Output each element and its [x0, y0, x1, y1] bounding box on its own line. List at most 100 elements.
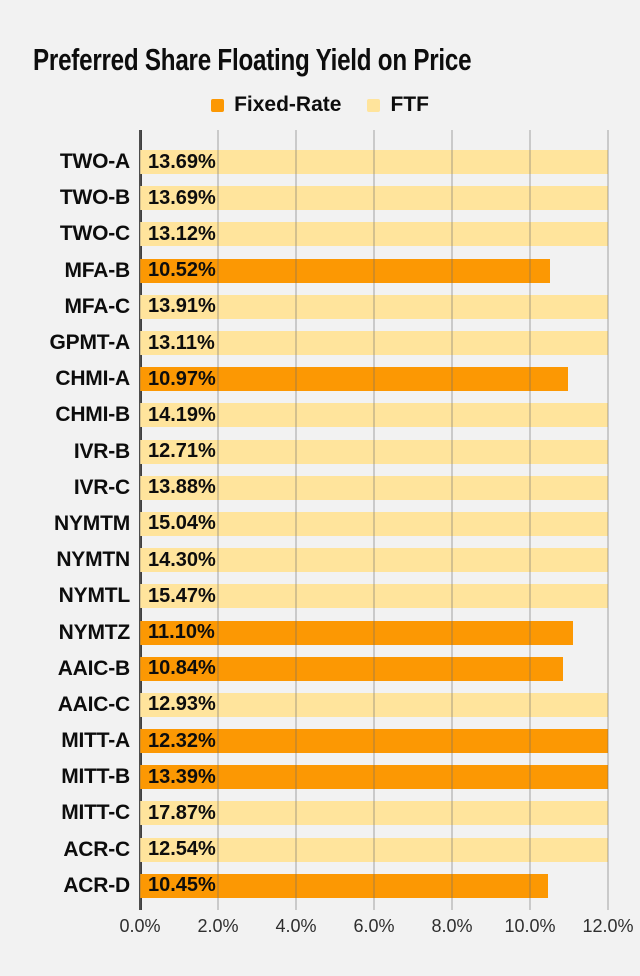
bar-ivr-c[interactable]: 13.88% — [140, 475, 608, 500]
bar-value-label: 15.47% — [148, 584, 216, 607]
bar-chmi-a[interactable]: 10.97% — [140, 367, 568, 392]
bar-zone: 13.39% — [140, 765, 608, 790]
bar-chmi-b[interactable]: 14.19% — [140, 403, 608, 428]
bar-zone: 12.32% — [140, 729, 608, 754]
bar-zone: 15.47% — [140, 584, 608, 609]
x-tick-label-40: 4.0% — [275, 916, 317, 936]
bar-value-label: 12.93% — [148, 693, 216, 716]
chart-row-two-b: TWO-B 13.69% — [0, 180, 640, 216]
bar-aaic-b[interactable]: 10.84% — [140, 656, 563, 681]
chart-row-gpmt-a: GPMT-A 13.11% — [0, 325, 640, 361]
legend-label-ftf: FTF — [390, 93, 429, 116]
bar-value-label: 14.19% — [148, 403, 216, 426]
category-label: MITT-B — [61, 765, 130, 789]
bar-mitt-a[interactable]: 12.32% — [140, 729, 608, 754]
category-label: NYMTN — [56, 548, 130, 572]
chart-row-mfa-c: MFA-C 13.91% — [0, 289, 640, 325]
bar-value-label: 13.69% — [148, 186, 216, 209]
bar-zone: 15.04% — [140, 511, 608, 536]
bar-value-label: 10.84% — [148, 657, 216, 680]
bar-two-a[interactable]: 13.69% — [140, 150, 608, 175]
bar-two-c[interactable]: 13.12% — [140, 222, 608, 247]
bar-value-label: 14.30% — [148, 548, 216, 571]
chart-row-ivr-c: IVR-C 13.88% — [0, 470, 640, 506]
x-tick-label-60: 6.0% — [353, 916, 395, 936]
bar-value-label: 13.69% — [148, 150, 216, 173]
bar-mitt-c[interactable]: 17.87% — [140, 801, 608, 826]
bar-zone: 14.19% — [140, 403, 608, 428]
bar-mitt-b[interactable]: 13.39% — [140, 765, 608, 790]
bar-nymtz[interactable]: 11.10% — [140, 620, 573, 645]
legend: Fixed-Rate FTF — [0, 92, 640, 118]
bar-value-label: 13.11% — [148, 331, 215, 354]
chart-row-mfa-b: MFA-B 10.52% — [0, 253, 640, 289]
category-label: TWO-A — [59, 150, 130, 174]
chart-row-chmi-a: CHMI-A 10.97% — [0, 361, 640, 397]
bar-ivr-b[interactable]: 12.71% — [140, 439, 608, 464]
bar-zone: 10.97% — [140, 367, 608, 392]
bar-nymtl[interactable]: 15.47% — [140, 584, 608, 609]
chart-row-two-c: TWO-C 13.12% — [0, 216, 640, 252]
category-label: MFA-C — [64, 294, 131, 318]
legend-item-fixed-rate[interactable]: Fixed-Rate — [211, 93, 341, 117]
category-label: ACR-C — [63, 837, 130, 861]
chart-title: Preferred Share Floating Yield on Price — [33, 42, 472, 77]
bar-zone: 11.10% — [140, 620, 608, 645]
x-tick-label-100: 10.0% — [504, 916, 556, 936]
chart-row-mitt-b: MITT-B 13.39% — [0, 759, 640, 795]
bar-value-label: 12.54% — [148, 838, 216, 861]
bar-value-label: 11.10% — [148, 621, 215, 644]
category-label: TWO-B — [59, 186, 130, 210]
bar-two-b[interactable]: 13.69% — [140, 186, 608, 211]
bar-zone: 17.87% — [140, 801, 608, 826]
bar-acr-d[interactable]: 10.45% — [140, 873, 548, 898]
bar-value-label: 10.52% — [148, 259, 216, 282]
category-label: NYMTZ — [58, 620, 131, 644]
category-label: NYMTL — [58, 584, 131, 608]
x-axis: 0.0% 2.0% 4.0% 6.0% 8.0% 10.0% 12.0% — [0, 916, 640, 940]
bar-value-label: 17.87% — [148, 801, 216, 824]
chart-row-two-a: TWO-A 13.69% — [0, 144, 640, 180]
bar-value-label: 12.71% — [148, 440, 216, 463]
bar-value-label: 10.45% — [148, 874, 216, 897]
category-label: AAIC-B — [57, 656, 130, 680]
chart-row-acr-d: ACR-D 10.45% — [0, 868, 640, 904]
bar-zone: 13.12% — [140, 222, 608, 247]
bar-value-label: 13.88% — [148, 476, 216, 499]
chart-row-ivr-b: IVR-B 12.71% — [0, 434, 640, 470]
chart-row-aaic-b: AAIC-B 10.84% — [0, 651, 640, 687]
bar-value-label: 13.39% — [148, 765, 216, 788]
chart-row-acr-c: ACR-C 12.54% — [0, 832, 640, 868]
bar-zone: 10.84% — [140, 656, 608, 681]
bar-mfa-c[interactable]: 13.91% — [140, 294, 608, 319]
bar-value-label: 12.32% — [148, 729, 216, 752]
bar-value-label: 10.97% — [148, 367, 216, 390]
chart-row-aaic-c: AAIC-C 12.93% — [0, 687, 640, 723]
bar-aaic-c[interactable]: 12.93% — [140, 692, 608, 717]
legend-label-fixed-rate: Fixed-Rate — [234, 93, 342, 116]
bar-zone: 10.52% — [140, 258, 608, 283]
x-tick-label-120: 12.0% — [582, 916, 634, 936]
bar-nymtn[interactable]: 14.30% — [140, 548, 608, 573]
chart-row-nymtl: NYMTL 15.47% — [0, 578, 640, 614]
category-label: CHMI-B — [55, 403, 130, 427]
legend-item-ftf[interactable]: FTF — [367, 93, 429, 117]
bar-zone: 12.71% — [140, 439, 608, 464]
bar-gpmt-a[interactable]: 13.11% — [140, 331, 608, 356]
category-label: ACR-D — [63, 873, 130, 897]
bar-value-label: 15.04% — [148, 512, 216, 535]
category-label: NYMTM — [54, 511, 130, 535]
bar-mfa-b[interactable]: 10.52% — [140, 258, 551, 283]
bar-zone: 13.11% — [140, 331, 608, 356]
bar-acr-c[interactable]: 12.54% — [140, 837, 608, 862]
category-label: CHMI-A — [55, 367, 130, 391]
chart-row-nymtm: NYMTM 15.04% — [0, 506, 640, 542]
bar-zone: 14.30% — [140, 548, 608, 573]
bar-zone: 13.91% — [140, 294, 608, 319]
bar-nymtm[interactable]: 15.04% — [140, 511, 608, 536]
category-label: MITT-C — [61, 801, 130, 825]
category-label: MITT-A — [61, 729, 130, 753]
bar-zone: 12.93% — [140, 692, 608, 717]
